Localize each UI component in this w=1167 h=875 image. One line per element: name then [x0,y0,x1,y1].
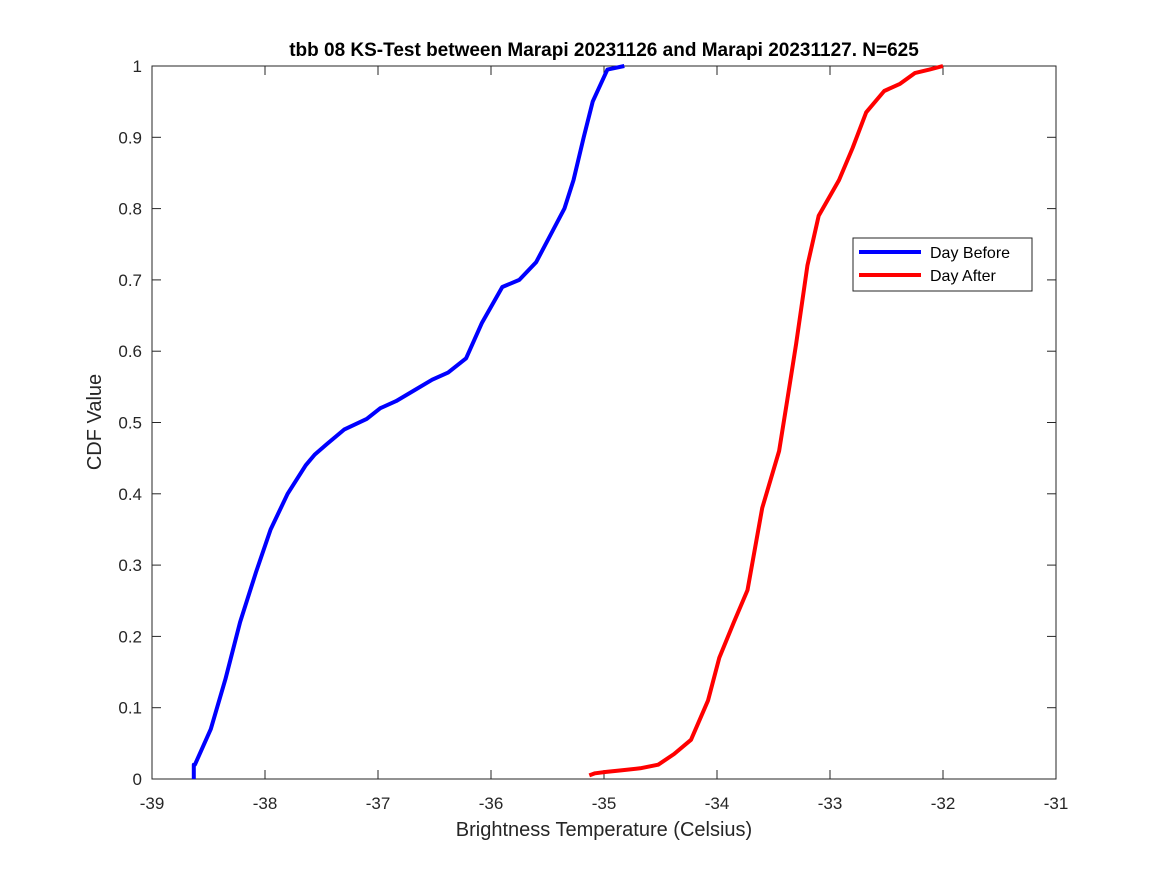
x-tick-label: -34 [705,794,730,813]
x-tick-label: -32 [931,794,956,813]
series-line-day-before [191,64,625,779]
series-line-day-after [588,64,944,778]
plot-area [151,65,1057,780]
axis-ticks: -39 -38 -37 -36 -35 -34 -33 -32 -31 0 0.1 0.2 0.3 0.4… [118,57,1068,813]
x-tick-label: -37 [366,794,391,813]
legend-label-day-before: Day Before [930,245,1010,262]
x-tick-label: -39 [140,794,165,813]
y-tick-label: 0.1 [118,699,142,718]
y-tick-label: 0.5 [118,414,142,433]
y-tick-label: 0.8 [118,200,142,219]
x-tick-label: -36 [479,794,504,813]
legend-box [852,237,1033,292]
y-tick-label: 0.4 [118,485,142,504]
legend-label-day-after: Day After [930,268,996,285]
y-axis-label: CDF Value [84,374,106,470]
y-tick-label: 0.7 [118,271,142,290]
x-tick-label: -31 [1044,794,1069,813]
y-tick-label: 0.9 [118,128,142,147]
x-tick-label: -38 [253,794,278,813]
y-tick-label: 0 [133,770,142,789]
x-tick-label: -35 [592,794,617,813]
legend: Day Before Day After [852,237,1033,292]
x-tick-label: -33 [818,794,843,813]
x-axis-label: Brightness Temperature (Celsius) [456,819,752,841]
y-tick-label: 1 [133,57,142,76]
y-tick-label: 0.6 [118,342,142,361]
series-lines [191,64,944,779]
y-tick-label: 0.3 [118,556,142,575]
y-tick-label: 0.2 [118,627,142,646]
chart-title: tbb 08 KS-Test between Marapi 20231126 a… [289,40,919,61]
